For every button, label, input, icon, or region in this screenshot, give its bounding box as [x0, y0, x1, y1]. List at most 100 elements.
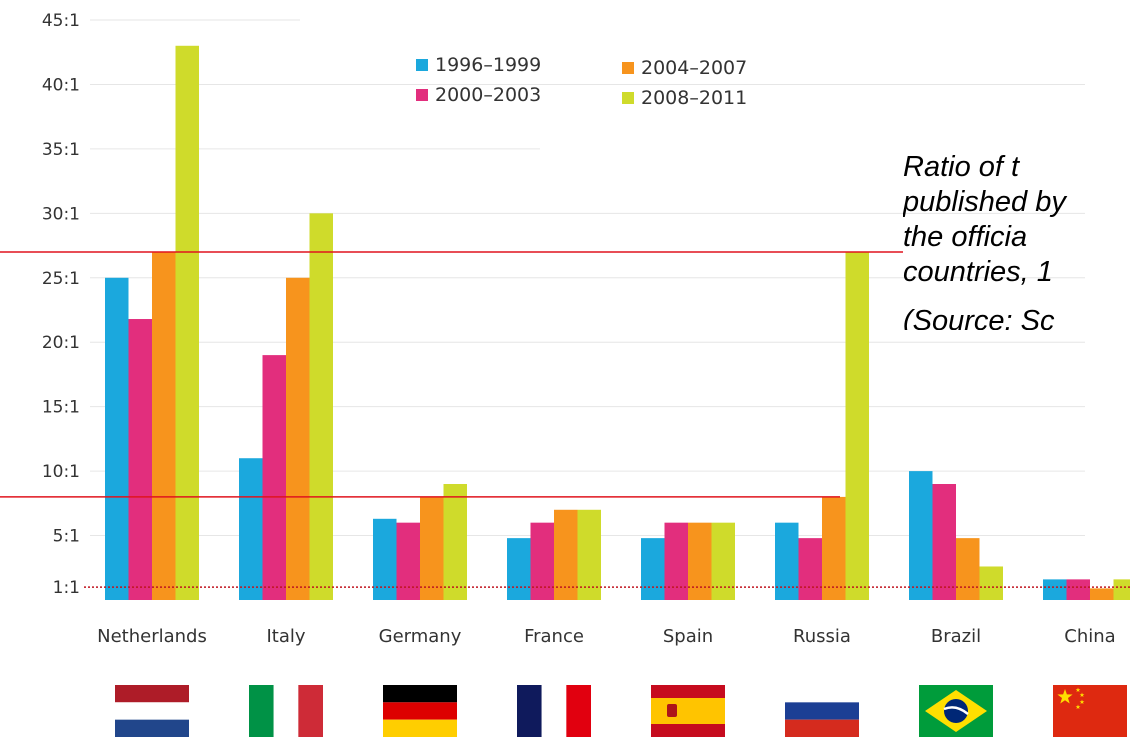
- bar: [798, 538, 822, 600]
- flag-star: [1075, 704, 1081, 709]
- y-tick-label: 1:1: [53, 578, 80, 598]
- china-flag: [1053, 685, 1127, 737]
- bar: [711, 522, 735, 600]
- netherlands-flag: [115, 685, 189, 737]
- legend-swatch: [622, 62, 634, 74]
- bar: [530, 522, 554, 600]
- bar: [396, 522, 420, 600]
- legend-entry: 2004–2007: [622, 57, 747, 79]
- legend-swatch: [622, 92, 634, 104]
- germany-flag: [383, 685, 457, 737]
- bar: [664, 522, 688, 600]
- bar: [128, 319, 152, 600]
- bar: [286, 277, 310, 600]
- flag-star: [1079, 692, 1085, 697]
- y-axis-ticks: 1:1 5:1 10:1 15:1 20:1 25:1 30:1 35:1 40:1 45:1: [42, 11, 80, 598]
- flag-stripe: [785, 685, 859, 703]
- legend-entry: 2000–2003: [416, 84, 541, 106]
- bar: [1043, 579, 1067, 600]
- x-tick-label: Russia: [793, 626, 851, 647]
- flags: [115, 685, 1127, 737]
- bar: [152, 252, 176, 600]
- flag-stripe: [651, 685, 725, 698]
- bar: [239, 458, 263, 600]
- bar: [309, 213, 333, 601]
- bar: [956, 538, 980, 600]
- y-tick-label: 30:1: [42, 204, 80, 224]
- y-tick-label: 45:1: [42, 11, 80, 31]
- bar: [507, 538, 531, 600]
- bar: [105, 277, 129, 600]
- flag-stripe: [383, 702, 457, 720]
- bar: [1066, 579, 1090, 600]
- chart-caption: Ratio of t published by the officia coun…: [903, 150, 1130, 330]
- x-tick-label: Italy: [266, 626, 305, 647]
- flag-stripe: [115, 719, 189, 737]
- flag-stripe: [115, 685, 189, 703]
- y-tick-label: 20:1: [42, 333, 80, 353]
- caption-line: Ratio of t: [903, 151, 1020, 183]
- legend-label: 1996–1999: [435, 54, 541, 76]
- bar: [1113, 579, 1130, 600]
- bar: [688, 522, 712, 600]
- caption-source: (Source: Sc: [903, 305, 1055, 330]
- bar: [979, 566, 1003, 600]
- bar: [577, 509, 601, 600]
- flag-stripe: [541, 685, 567, 737]
- x-axis-labels: Netherlands Italy Germany France Spain Russia…: [97, 626, 1116, 647]
- x-tick-label: Germany: [379, 626, 462, 647]
- flag-stripe: [785, 702, 859, 720]
- russia-flag: [785, 685, 859, 737]
- legend-entry: 1996–1999: [416, 54, 541, 76]
- flag-stripe: [115, 702, 189, 720]
- france-flag: [517, 685, 591, 737]
- spain-flag: [651, 685, 725, 737]
- bar: [909, 471, 933, 600]
- bar: [775, 522, 799, 600]
- bars: [105, 45, 1130, 601]
- y-tick-label: 40:1: [42, 75, 80, 95]
- flag-stripe: [651, 698, 725, 724]
- y-tick-label: 15:1: [42, 398, 80, 418]
- italy-flag: [249, 685, 323, 737]
- flag-star: [1079, 699, 1085, 704]
- flag-stripe: [383, 719, 457, 737]
- flag-stripe: [566, 685, 591, 737]
- flag-stripe: [785, 719, 859, 737]
- flag-stripe: [273, 685, 299, 737]
- y-tick-label: 35:1: [42, 140, 80, 160]
- caption-line: published by: [903, 186, 1066, 218]
- x-tick-label: Brazil: [931, 626, 981, 647]
- legend-swatch: [416, 89, 428, 101]
- flag-stripe: [249, 685, 274, 737]
- bar: [262, 355, 286, 600]
- x-tick-label: China: [1064, 626, 1115, 647]
- legend-label: 2000–2003: [435, 84, 541, 106]
- caption-line: countries, 1: [903, 256, 1053, 288]
- x-tick-label: Netherlands: [97, 626, 207, 647]
- legend-label: 2004–2007: [641, 57, 747, 79]
- bar: [175, 45, 199, 601]
- flag-stripe: [517, 685, 542, 737]
- bar: [932, 484, 956, 600]
- bar: [845, 252, 869, 600]
- flag-globe: [944, 699, 968, 723]
- x-tick-label: Spain: [663, 626, 713, 647]
- legend-entry: 2008–2011: [622, 87, 747, 109]
- flag-emblem: [667, 704, 677, 717]
- reference-lines: [0, 251, 1130, 588]
- y-tick-label: 25:1: [42, 269, 80, 289]
- bar: [443, 484, 467, 600]
- bar: [1090, 588, 1114, 600]
- y-tick-label: 5:1: [53, 527, 80, 547]
- flag-star: [1075, 687, 1081, 692]
- bar: [641, 538, 665, 600]
- bar: [420, 496, 444, 600]
- caption-line: the officia: [903, 221, 1028, 253]
- flag-stripe: [298, 685, 323, 737]
- brazil-flag: [919, 685, 993, 737]
- bar: [373, 518, 397, 600]
- flag-band: [943, 706, 969, 715]
- legend-swatch: [416, 59, 428, 71]
- bar: [822, 496, 846, 600]
